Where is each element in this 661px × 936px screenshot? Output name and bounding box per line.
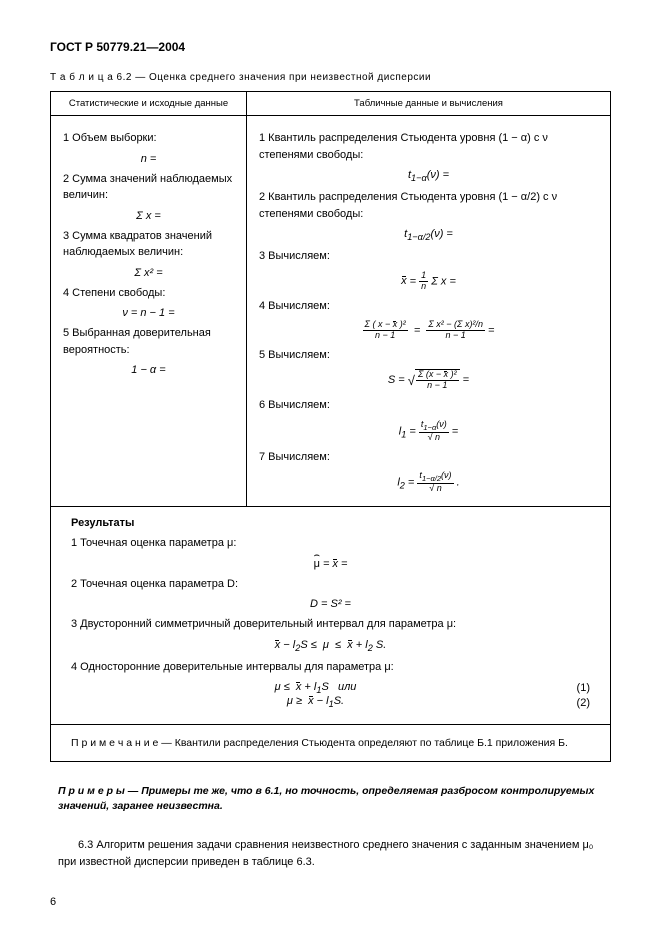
header-row: Статистические и исходные данные Табличн… <box>51 92 611 116</box>
result-4: 4 Односторонние доверительные интервалы … <box>71 659 590 676</box>
left-item-4: 4 Степени свободы: <box>63 285 234 302</box>
header-left: Статистические и исходные данные <box>51 92 247 116</box>
result-eq2: μ ≥ x − l1S. (2) <box>71 695 590 709</box>
right-item-6: 6 Вычисляем: <box>259 397 598 414</box>
result-3: 3 Двусторонний симметричный доверительны… <box>71 616 590 633</box>
left-formula-2: Σ x = <box>63 210 234 222</box>
results-row: Результаты 1 Точечная оценка параметра μ… <box>51 507 611 725</box>
section-63: 6.3 Алгоритм решения задачи сравнения не… <box>50 837 611 870</box>
doc-header: ГОСТ Р 50779.21—2004 <box>50 40 611 54</box>
left-formula-1: n = <box>63 153 234 165</box>
result-f3: x − l2S ≤ μ ≤ x + l2 S. <box>71 639 590 653</box>
right-formula-3: x = 1n Σ x = <box>259 271 598 292</box>
eq-num-1: (1) <box>560 682 590 694</box>
eq-num-2: (2) <box>560 697 590 709</box>
left-cell: 1 Объем выборки: n = 2 Сумма значений на… <box>51 116 247 507</box>
right-item-4: 4 Вычисляем: <box>259 298 598 315</box>
right-item-2: 2 Квантиль распределения Стьюдента уровн… <box>259 189 598 222</box>
result-eq1: μ ≤ x + l1S или (1) <box>71 681 590 695</box>
left-formula-5: 1 − α = <box>63 364 234 376</box>
result-f1: μ = x = <box>71 558 590 570</box>
result-1: 1 Точечная оценка параметра μ: <box>71 535 590 552</box>
result-f2: D = S² = <box>71 598 590 610</box>
right-item-3: 3 Вычисляем: <box>259 248 598 265</box>
note-cell: П р и м е ч а н и е — Квантили распредел… <box>51 724 611 761</box>
left-item-5: 5 Выбранная доверительная вероятность: <box>63 325 234 358</box>
examples-text: П р и м е р ы — Примеры те же, что в 6.1… <box>50 784 611 816</box>
left-item-3: 3 Сумма квадратов значений наблюдаемых в… <box>63 228 234 261</box>
left-formula-4: ν = n − 1 = <box>63 307 234 319</box>
right-item-5: 5 Вычисляем: <box>259 347 598 364</box>
page-number: 6 <box>50 896 56 908</box>
header-right: Табличные данные и вычисления <box>247 92 611 116</box>
left-formula-3: Σ x² = <box>63 267 234 279</box>
right-item-1: 1 Квантиль распределения Стьюдента уровн… <box>259 130 598 163</box>
results-title: Результаты <box>71 517 590 529</box>
note-row: П р и м е ч а н и е — Квантили распредел… <box>51 724 611 761</box>
results-cell: Результаты 1 Точечная оценка параметра μ… <box>51 507 611 725</box>
right-item-7: 7 Вычисляем: <box>259 449 598 466</box>
right-formula-2: t1−α/2(ν) = <box>259 228 598 242</box>
main-table: Статистические и исходные данные Табличн… <box>50 91 611 762</box>
right-formula-4: Σ ( x − x )²n − 1 = Σ x² − (Σ x)²/nn − 1… <box>259 320 598 341</box>
left-item-2: 2 Сумма значений наблюдаемых величин: <box>63 171 234 204</box>
page-container: ГОСТ Р 50779.21—2004 Т а б л и ц а 6.2 —… <box>0 0 661 936</box>
body-row: 1 Объем выборки: n = 2 Сумма значений на… <box>51 116 611 507</box>
left-item-1: 1 Объем выборки: <box>63 130 234 147</box>
right-formula-6: l1 = t1−α(ν)√ n = <box>259 420 598 443</box>
right-formula-1: t1−α(ν) = <box>259 169 598 183</box>
table-caption: Т а б л и ц а 6.2 — Оценка среднего знач… <box>50 72 611 83</box>
right-formula-7: l2 = t1−α/2(ν)√ n . <box>259 471 598 494</box>
right-cell: 1 Квантиль распределения Стьюдента уровн… <box>247 116 611 507</box>
result-2: 2 Точечная оценка параметра D: <box>71 576 590 593</box>
right-formula-5: S = √Σ (x − x )²n − 1 = <box>259 369 598 391</box>
